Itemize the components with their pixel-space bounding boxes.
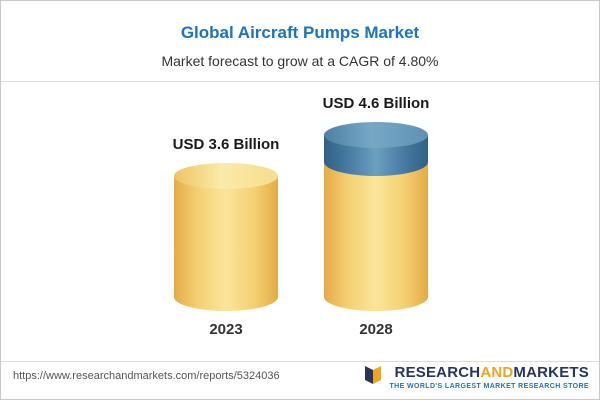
logo-word-markets: MARKETS [513, 363, 589, 381]
chart-subtitle: Market forecast to grow at a CAGR of 4.8… [161, 53, 439, 69]
footer-divider [1, 361, 599, 362]
header-divider [1, 81, 599, 82]
growth-segment-top [324, 122, 428, 148]
cylinder-2028 [324, 122, 428, 311]
growth-segment-2028 [324, 122, 428, 176]
report-url-link[interactable]: https://www.researchandmarkets.com/repor… [13, 370, 280, 382]
logo-wordmark: RESEARCHANDMARKETS [394, 363, 589, 382]
logo-word-research: RESEARCH [394, 363, 481, 381]
cylinder-top-2023 [174, 163, 278, 189]
logo-text-block: RESEARCHANDMARKETS THE WORLD'S LARGEST M… [389, 363, 589, 391]
year-label-2023: 2023 [209, 321, 243, 338]
researchandmarkets-logo: RESEARCHANDMARKETS THE WORLD'S LARGEST M… [363, 364, 589, 391]
logo-word-and: AND [480, 363, 514, 381]
value-label-2023: USD 3.6 Billion [172, 136, 280, 153]
chart-title: Global Aircraft Pumps Market [180, 23, 420, 42]
researchandmarkets-logo-icon [363, 364, 383, 391]
year-label-2028: 2028 [359, 321, 393, 338]
bar-2023: USD 3.6 Billion [172, 136, 280, 311]
logo-tagline: THE WORLD'S LARGEST MARKET RESEARCH STOR… [389, 383, 589, 391]
cylinder-body-2023 [174, 176, 278, 311]
value-label-2028: USD 4.6 Billion [322, 95, 430, 112]
cylinder-2023 [174, 163, 278, 311]
bar-2028: USD 4.6 Billion [322, 95, 430, 311]
